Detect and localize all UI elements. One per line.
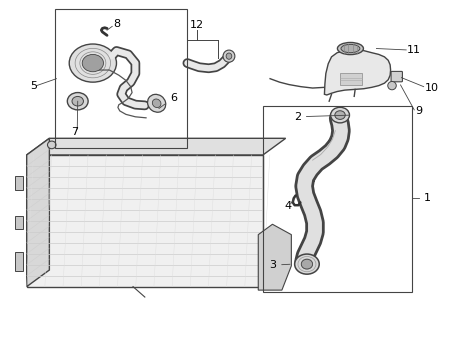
Text: 9: 9	[415, 106, 422, 116]
Text: 8: 8	[113, 19, 120, 29]
Polygon shape	[15, 176, 23, 190]
Ellipse shape	[295, 254, 319, 274]
Ellipse shape	[67, 93, 88, 110]
Text: 3: 3	[269, 260, 290, 270]
Text: 6: 6	[159, 93, 177, 109]
Ellipse shape	[341, 44, 360, 53]
Polygon shape	[324, 50, 391, 95]
Ellipse shape	[330, 107, 349, 123]
Polygon shape	[15, 252, 23, 271]
FancyBboxPatch shape	[391, 71, 402, 82]
Ellipse shape	[223, 50, 235, 62]
Text: 11: 11	[407, 45, 421, 55]
Polygon shape	[340, 73, 362, 85]
Ellipse shape	[335, 111, 345, 119]
Polygon shape	[27, 138, 286, 155]
Ellipse shape	[47, 141, 56, 149]
Ellipse shape	[147, 94, 166, 112]
Text: 7: 7	[72, 127, 79, 137]
Ellipse shape	[301, 259, 313, 269]
Ellipse shape	[337, 42, 364, 55]
Text: 12: 12	[190, 20, 204, 30]
Text: 5: 5	[30, 81, 37, 90]
Ellipse shape	[82, 54, 103, 72]
Text: 1: 1	[424, 193, 431, 203]
Text: 2: 2	[294, 112, 349, 122]
Ellipse shape	[69, 44, 117, 82]
Ellipse shape	[388, 81, 396, 90]
Text: 10: 10	[425, 83, 438, 93]
Polygon shape	[27, 138, 49, 287]
Text: 4: 4	[284, 201, 292, 211]
Ellipse shape	[226, 53, 232, 59]
Polygon shape	[27, 155, 263, 287]
Polygon shape	[258, 224, 292, 290]
Ellipse shape	[152, 99, 161, 108]
Ellipse shape	[72, 96, 83, 106]
Polygon shape	[15, 216, 23, 229]
